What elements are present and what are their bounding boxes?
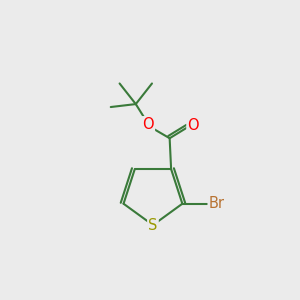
- Text: O: O: [142, 117, 154, 132]
- Text: S: S: [148, 218, 158, 232]
- Text: O: O: [188, 118, 199, 133]
- Text: Br: Br: [209, 196, 225, 211]
